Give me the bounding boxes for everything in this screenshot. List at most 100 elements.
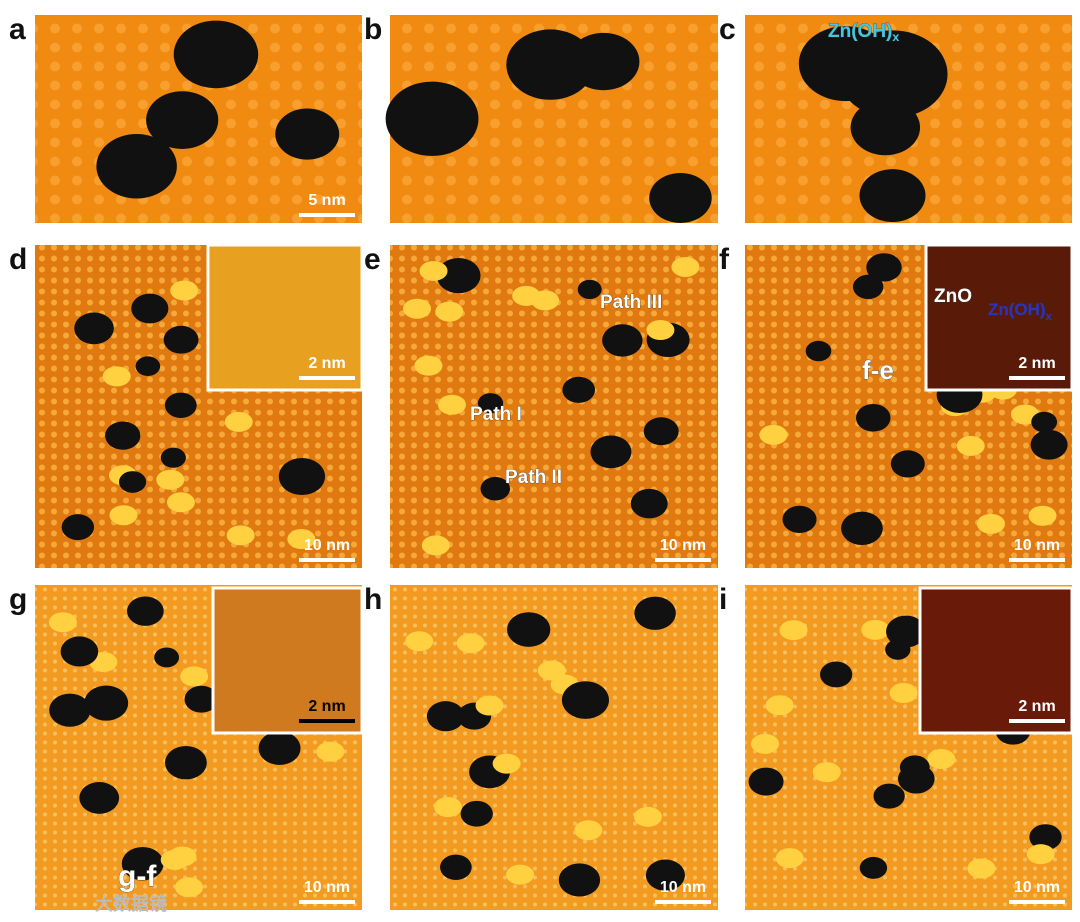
annotation-text: Zn(OH) xyxy=(828,21,892,42)
adatom-island xyxy=(316,741,345,762)
adatom-island xyxy=(102,366,131,387)
adatom-island xyxy=(175,877,204,898)
adatom-island xyxy=(956,435,985,456)
inset xyxy=(211,586,364,735)
adatom-island xyxy=(224,411,253,432)
defect xyxy=(426,701,465,732)
watermark: 大数据镜 xyxy=(95,893,167,914)
inset-scale-bar-label: 2 nm xyxy=(1018,355,1055,372)
defect xyxy=(855,403,891,432)
defect xyxy=(165,745,207,780)
inset-scale-bar-label: 2 nm xyxy=(1018,698,1055,715)
defect xyxy=(645,859,685,891)
adatom-island xyxy=(646,320,675,341)
defect xyxy=(146,91,219,149)
adatom-island xyxy=(456,633,485,654)
annotation: g-f xyxy=(118,860,157,893)
adatom-island xyxy=(414,355,443,376)
defect xyxy=(278,458,326,496)
panel-label: f xyxy=(719,243,730,276)
defect xyxy=(859,169,926,222)
adatom-island xyxy=(437,394,466,415)
defect xyxy=(61,514,95,541)
adatom-island xyxy=(779,620,808,641)
defect xyxy=(440,854,472,880)
scale-bar-label: 10 nm xyxy=(1014,879,1060,896)
panel-label: b xyxy=(364,13,382,46)
scale-bar-label: 10 nm xyxy=(660,879,706,896)
adatom-island xyxy=(156,469,185,490)
adatom-island xyxy=(751,733,780,754)
defect xyxy=(184,685,219,713)
defect xyxy=(859,856,888,879)
annotation-subscript: x xyxy=(1046,311,1053,323)
defect xyxy=(852,274,884,300)
inset xyxy=(918,586,1074,735)
defect xyxy=(643,417,679,446)
defect xyxy=(160,447,186,468)
inset xyxy=(206,243,364,392)
adatom-island xyxy=(967,858,996,879)
defect xyxy=(163,325,199,354)
defect xyxy=(841,511,883,545)
defect xyxy=(258,731,301,765)
adatom-island xyxy=(1028,505,1057,526)
defect xyxy=(507,612,551,647)
defect xyxy=(121,846,164,881)
adatom-island xyxy=(775,848,804,869)
defect xyxy=(805,340,832,362)
inset-scale-bar-label: 2 nm xyxy=(308,355,345,372)
defect xyxy=(436,258,481,294)
adatom-island xyxy=(574,820,603,841)
defect xyxy=(385,81,479,156)
adatom-island xyxy=(109,505,138,526)
adatom-island xyxy=(671,256,700,277)
defect xyxy=(820,661,853,688)
defect xyxy=(460,800,493,827)
scale-bar-label: 10 nm xyxy=(660,537,706,554)
defect xyxy=(630,488,668,519)
defect xyxy=(60,636,99,667)
annotation: Path III xyxy=(600,292,662,313)
defect xyxy=(562,376,596,403)
defect xyxy=(135,356,161,377)
inset xyxy=(924,243,1074,392)
panel-label: e xyxy=(364,243,381,276)
scale-bar-label: 5 nm xyxy=(308,192,345,209)
defect xyxy=(127,596,164,626)
defect xyxy=(173,20,259,89)
defect xyxy=(838,30,948,118)
adatom-island xyxy=(889,683,918,704)
panel-label: c xyxy=(719,13,736,46)
inset-annotation: ZnO xyxy=(934,286,972,307)
annotation: Path II xyxy=(505,467,562,488)
adatom-island xyxy=(1026,844,1055,865)
adatom-island xyxy=(166,492,195,513)
annotation: Path I xyxy=(470,404,522,425)
defect xyxy=(899,755,930,780)
defect xyxy=(1030,429,1068,460)
defect xyxy=(577,279,602,300)
adatom-island xyxy=(48,612,77,633)
adatom-island xyxy=(226,525,255,546)
defect xyxy=(748,767,784,796)
defect xyxy=(782,505,817,534)
adatom-island xyxy=(633,806,662,827)
annotation-text: Zn(OH) xyxy=(988,300,1046,319)
adatom-island xyxy=(170,280,199,301)
defect xyxy=(96,134,177,199)
adatom-island xyxy=(927,749,956,770)
annotation-subscript: x xyxy=(892,30,899,44)
defect xyxy=(79,781,120,814)
adatom-island xyxy=(537,660,566,681)
defect xyxy=(873,783,905,809)
defect xyxy=(866,253,902,282)
defect xyxy=(886,615,926,648)
adatom-island xyxy=(180,666,209,687)
defect xyxy=(590,435,632,469)
scale-bar-label: 10 nm xyxy=(1014,537,1060,554)
defect xyxy=(49,693,91,727)
adatom-island xyxy=(421,535,450,556)
adatom-island xyxy=(403,298,432,319)
